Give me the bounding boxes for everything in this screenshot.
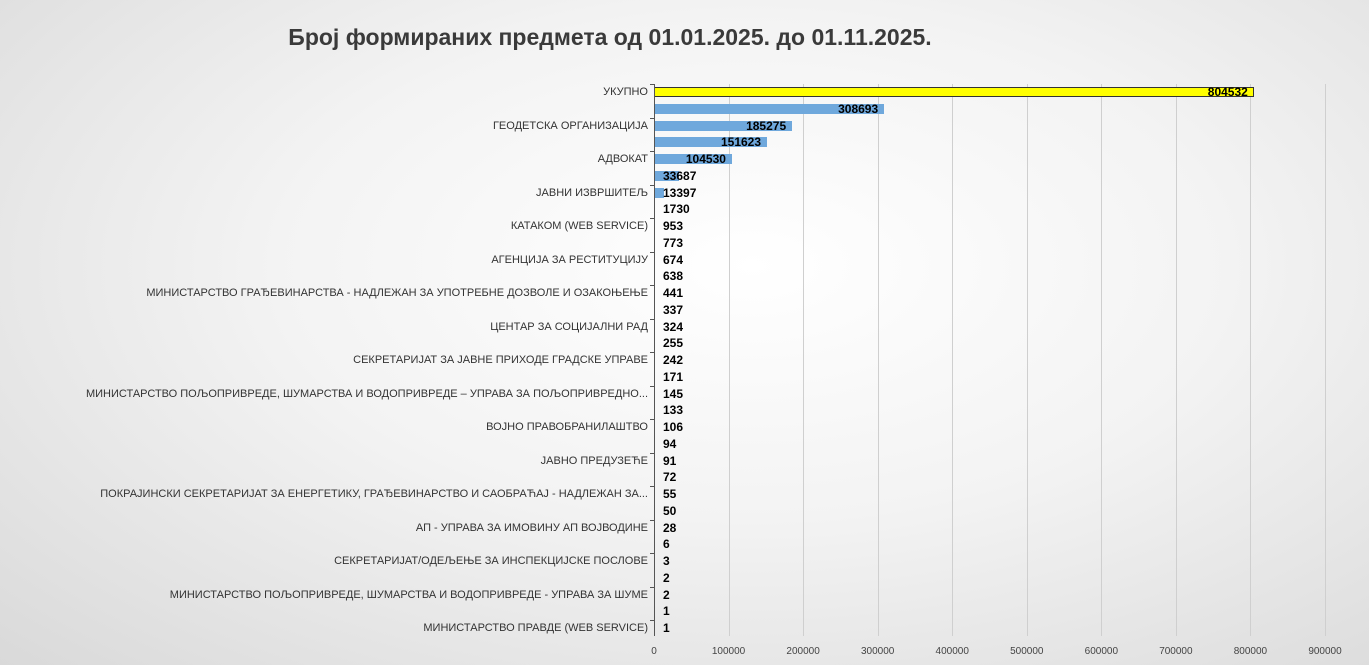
data-label: 104530 — [685, 152, 726, 166]
data-label: 2 — [663, 570, 670, 585]
y-axis-tick — [650, 586, 654, 588]
x-tick-label: 100000 — [711, 646, 746, 657]
category-label: ЦЕНТАР ЗА СОЦИЈАЛНИ РАД — [490, 320, 648, 333]
data-label: 308693 — [838, 101, 879, 116]
y-axis-tick — [650, 151, 654, 152]
data-label: 33687 — [663, 168, 697, 183]
data-label: 133 — [663, 403, 684, 418]
category-label: УКУПНО — [603, 86, 648, 98]
data-label: 91 — [663, 453, 677, 468]
data-label: 804532 — [1207, 85, 1248, 99]
data-label: 953 — [663, 219, 684, 233]
category-label: СЕКРЕТАРИЈАТ ЗА ЈАВНЕ ПРИХОДЕ ГРАДСКЕ УП… — [353, 354, 648, 366]
gridline — [803, 84, 805, 636]
gridline — [877, 84, 879, 636]
data-label: 2 — [663, 587, 670, 602]
category-labels: УКУПНО ГЕОДЕТСКА ОРГАНИЗАЦИЈА АДВОКАТ ЈАВНИ… — [0, 0, 648, 665]
y-axis-tick — [650, 318, 654, 320]
gridline — [1250, 84, 1252, 636]
bar — [654, 103, 885, 114]
data-label: 324 — [663, 319, 684, 334]
data-label: 1 — [663, 621, 670, 635]
gridline — [952, 84, 954, 636]
category-label: ЈАВНИ ИЗВРШИТЕЉ — [536, 186, 648, 199]
data-label: 94 — [663, 436, 677, 451]
category-label: МИНИСТАРСТВО ПОЉОПРИВРЕДЕ, ШУМАРСТВА И В… — [169, 588, 648, 601]
data-label: 337 — [663, 302, 684, 317]
y-axis-tick — [650, 553, 654, 554]
data-label: 55 — [663, 487, 677, 501]
x-tick-label: 600000 — [1084, 646, 1119, 657]
data-label: 171 — [663, 369, 684, 384]
x-tick-label: 0 — [651, 646, 657, 657]
bar — [654, 170, 680, 181]
data-label: 773 — [663, 235, 684, 250]
category-label: АГЕНЦИЈА ЗА РЕСТИТУЦИЈУ — [491, 253, 648, 266]
bar — [654, 187, 664, 198]
y-axis-tick — [650, 452, 654, 454]
data-label: 441 — [663, 286, 684, 300]
gridline — [1175, 84, 1177, 636]
y-axis-tick — [650, 620, 654, 621]
category-label: АП - УПРАВА ЗА ИМОВИНУ АП ВОЈВОДИНЕ — [415, 521, 648, 534]
gridline — [728, 84, 730, 636]
category-label: МИНИСТАРСТВО ПОЉОПРИВРЕДЕ, ШУМАРСТВА И В… — [85, 387, 648, 400]
category-label: МИНИСТАРСТВО ПРАВДЕ (WEB SERVICE) — [423, 622, 648, 634]
chart-title: Број формираних предмета од 01.01.2025. … — [288, 24, 932, 50]
data-label: 151623 — [720, 135, 762, 150]
data-label: 255 — [663, 336, 684, 351]
data-label: 28 — [663, 520, 677, 535]
y-axis-tick — [650, 184, 654, 186]
data-label: 1730 — [663, 202, 690, 217]
data-label: 72 — [663, 470, 677, 485]
bar — [654, 154, 732, 164]
x-tick-label: 200000 — [786, 646, 820, 657]
data-label: 3 — [663, 554, 670, 568]
y-axis-line — [654, 84, 655, 636]
x-tick-label: 400000 — [935, 646, 969, 657]
category-label: МИНИСТАРСТВО ГРАЂЕВИНАРСТВА - НАДЛЕЖАН З… — [146, 287, 648, 299]
bar — [654, 87, 1254, 97]
x-tick-label: 900000 — [1308, 646, 1342, 657]
x-tick-label: 500000 — [1010, 646, 1044, 657]
y-axis-tick — [650, 352, 654, 353]
x-tick-label: 300000 — [860, 646, 895, 657]
data-label: 145 — [663, 386, 684, 401]
category-label: АДВОКАТ — [597, 153, 648, 165]
x-tick-label: 800000 — [1233, 646, 1268, 657]
y-axis-tick — [650, 519, 654, 521]
y-axis-tick — [650, 251, 654, 253]
y-axis-tick — [650, 117, 654, 119]
category-label: ВОЈНО ПРАВОБРАНИЛАШТВО — [486, 421, 648, 433]
data-label: 638 — [663, 269, 684, 284]
data-label: 185275 — [746, 118, 787, 133]
category-label: ГЕОДЕТСКА ОРГАНИЗАЦИЈА — [492, 119, 648, 132]
bar — [654, 137, 768, 148]
y-axis-tick — [650, 84, 654, 85]
gridline — [1325, 84, 1326, 636]
gridline — [1101, 84, 1103, 636]
category-label: КАТАКОМ (WEB SERVICE) — [510, 220, 648, 232]
data-label: 242 — [663, 353, 684, 367]
category-label: СЕКРЕТАРИЈАТ/ОДЕЉЕЊЕ ЗА ИНСПЕКЦИЈСКЕ ПОС… — [334, 555, 648, 567]
y-axis-tick — [650, 285, 654, 286]
data-label: 13397 — [663, 185, 697, 200]
y-axis-tick — [650, 218, 654, 219]
x-tick-label: 700000 — [1159, 646, 1193, 657]
data-label: 1 — [663, 604, 670, 619]
data-label: 50 — [663, 503, 677, 518]
data-label: 674 — [663, 252, 684, 267]
data-label: 6 — [663, 537, 670, 552]
y-axis-tick — [650, 419, 654, 420]
data-label: 106 — [663, 420, 684, 434]
y-axis-tick — [650, 486, 654, 487]
category-label: ПОКРАЈИНСКИ СЕКРЕТАРИЈАТ ЗА ЕНЕРГЕТИКУ, … — [100, 488, 648, 500]
y-axis-tick — [650, 385, 654, 387]
bar — [654, 120, 793, 131]
gridline — [1026, 84, 1028, 636]
category-label: ЈАВНО ПРЕДУЗЕЋЕ — [540, 454, 648, 467]
